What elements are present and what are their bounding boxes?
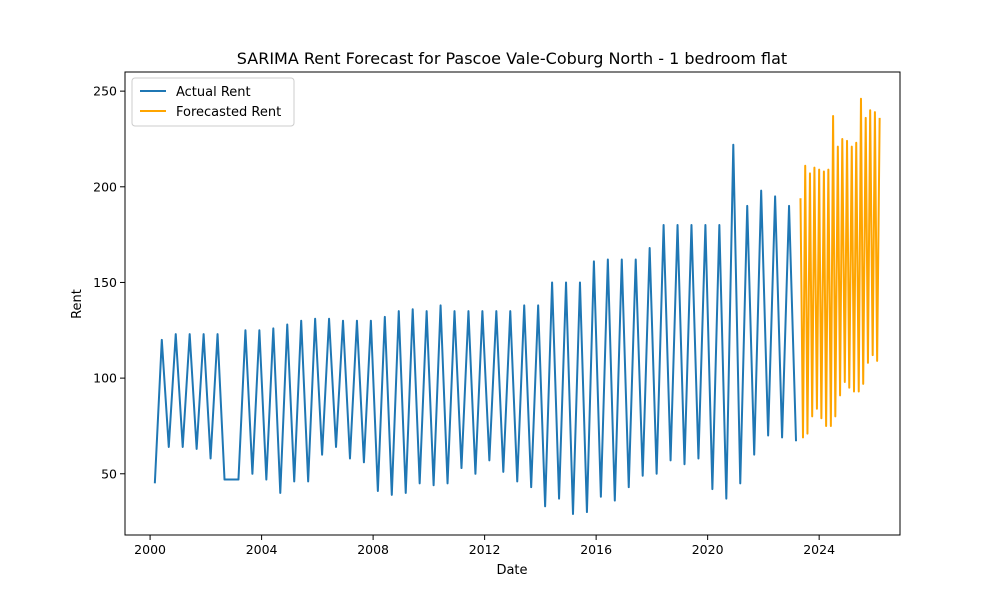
series-line-actual-rent — [153, 143, 798, 515]
plot-area — [153, 97, 881, 515]
series-line-forecasted-rent — [799, 97, 881, 439]
legend-box — [131, 77, 295, 127]
chart-title: SARIMA Rent Forecast for Pascoe Vale-Cob… — [237, 49, 787, 68]
y-tick-label: 200 — [93, 179, 117, 194]
x-axis: 2000 2004 2008 2012 2016 2020 2024 — [134, 535, 835, 557]
x-tick-label: 2008 — [357, 542, 389, 557]
plot-frame — [124, 71, 901, 536]
x-axis-label: Date — [496, 563, 527, 578]
x-tick-label: 2016 — [580, 542, 612, 557]
legend-label-actual-rent: Actual Rent — [176, 85, 251, 100]
legend-label-forecasted-rent: Forecasted Rent — [176, 105, 281, 120]
y-tick-label: 50 — [101, 466, 117, 481]
y-tick-label: 150 — [93, 275, 117, 290]
x-tick-label: 2004 — [246, 542, 278, 557]
x-tick-label: 2024 — [803, 542, 835, 557]
y-tick-label: 250 — [93, 84, 117, 99]
x-tick-label: 2012 — [469, 542, 501, 557]
legend: Actual Rent Forecasted Rent — [131, 77, 295, 127]
x-tick-label: 2000 — [134, 542, 166, 557]
x-tick-label: 2020 — [692, 542, 724, 557]
y-axis: 50 100 150 200 250 — [93, 84, 125, 481]
y-tick-label: 100 — [93, 371, 117, 386]
y-axis-label: Rent — [70, 289, 85, 319]
